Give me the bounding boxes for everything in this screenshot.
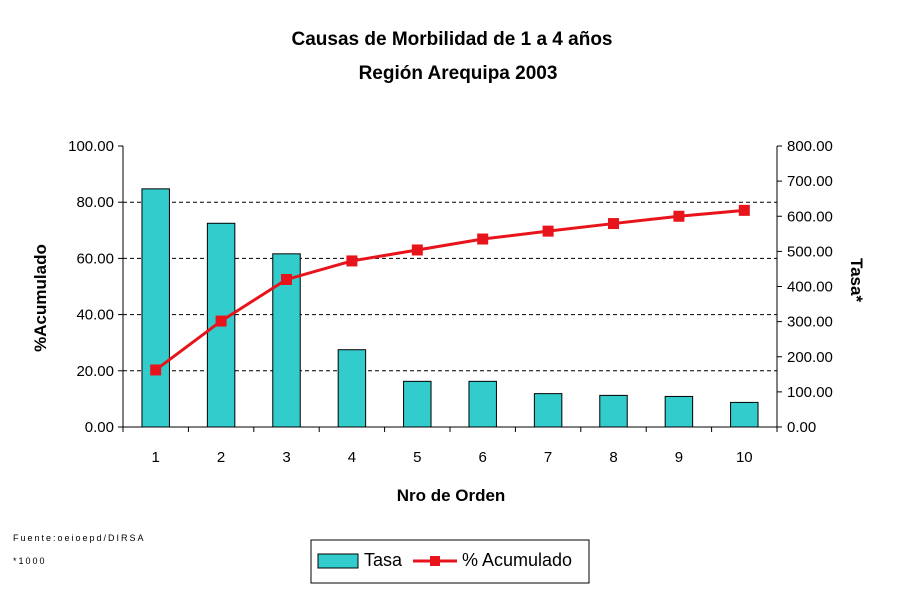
bar-1 [141, 188, 170, 428]
left-axis-title: %Acumulado [31, 244, 50, 352]
x-tick-label-7: 7 [544, 449, 552, 466]
acumulado-point-8 [608, 218, 619, 230]
left-tick-label-5: 100.00 [68, 138, 114, 155]
acumulado-point-3 [281, 273, 292, 285]
legend-label-tasa: Tasa [364, 550, 403, 570]
acumulado-point-5 [411, 244, 423, 256]
chart-subtitle: Región Arequipa 2003 [359, 63, 558, 84]
acumulado-point-1 [150, 364, 162, 376]
acumulado-point-6 [477, 233, 489, 245]
bar-6 [468, 380, 497, 428]
left-tick-label-2: 40.00 [76, 307, 114, 324]
acumulado-point-4 [346, 255, 358, 267]
acumulado-polyline [154, 208, 745, 372]
legend-label-acumulado: % Acumulado [462, 550, 572, 570]
axes [118, 145, 782, 432]
x-tick-label-10: 10 [736, 449, 753, 466]
right-tick-label-7: 700.00 [787, 173, 833, 190]
x-tick-label-8: 8 [609, 449, 617, 466]
left-tick-label-0: 0.00 [85, 419, 114, 436]
right-tick-label-5: 500.00 [787, 243, 833, 260]
left-tick-label-4: 80.00 [76, 194, 114, 211]
acumulado-line [150, 204, 750, 376]
legend: Tasa % Acumulado [310, 539, 590, 584]
bar-9 [664, 395, 694, 428]
legend-marker-acumulado [430, 556, 440, 566]
footnote: *1000 [13, 556, 47, 566]
right-tick-label-3: 300.00 [787, 314, 833, 331]
legend-swatch-tasa [317, 553, 359, 569]
bar-10 [730, 401, 759, 428]
tick-labels: 0.00 20.00 40.00 60.00 80.00 100.00 0.00 100.00… [68, 138, 833, 466]
chart-title: Causas de Morbilidad de 1 a 4 años [292, 29, 613, 50]
bar-5 [403, 380, 432, 428]
x-tick-label-5: 5 [413, 449, 421, 466]
left-tick-label-1: 20.00 [76, 363, 114, 380]
acumulado-point-10 [738, 204, 750, 216]
bar-4 [337, 349, 367, 428]
x-tick-label-3: 3 [282, 449, 290, 466]
tasa-bars [141, 188, 759, 428]
acumulado-point-7 [542, 225, 554, 237]
bar-8 [599, 394, 628, 428]
x-axis-title: Nro de Orden [397, 486, 506, 505]
right-tick-label-8: 800.00 [787, 138, 833, 155]
acumulado-point-9 [673, 210, 685, 222]
x-tick-label-2: 2 [217, 449, 225, 466]
right-tick-label-6: 600.00 [787, 208, 833, 225]
right-tick-label-0: 0.00 [787, 419, 816, 436]
right-tick-label-2: 200.00 [787, 349, 833, 366]
right-axis-title: Tasa* [847, 258, 866, 302]
x-tick-label-4: 4 [348, 449, 356, 466]
acumulado-point-2 [215, 315, 227, 327]
bar-7 [533, 393, 563, 428]
right-tick-label-1: 100.00 [787, 384, 833, 401]
x-tick-label-9: 9 [675, 449, 683, 466]
left-tick-label-3: 60.00 [76, 250, 114, 267]
source-note: Fuente:oeioepd/DIRSA [13, 533, 146, 543]
x-tick-label-6: 6 [479, 449, 487, 466]
right-tick-label-4: 400.00 [787, 279, 833, 296]
x-tick-label-1: 1 [152, 449, 160, 466]
